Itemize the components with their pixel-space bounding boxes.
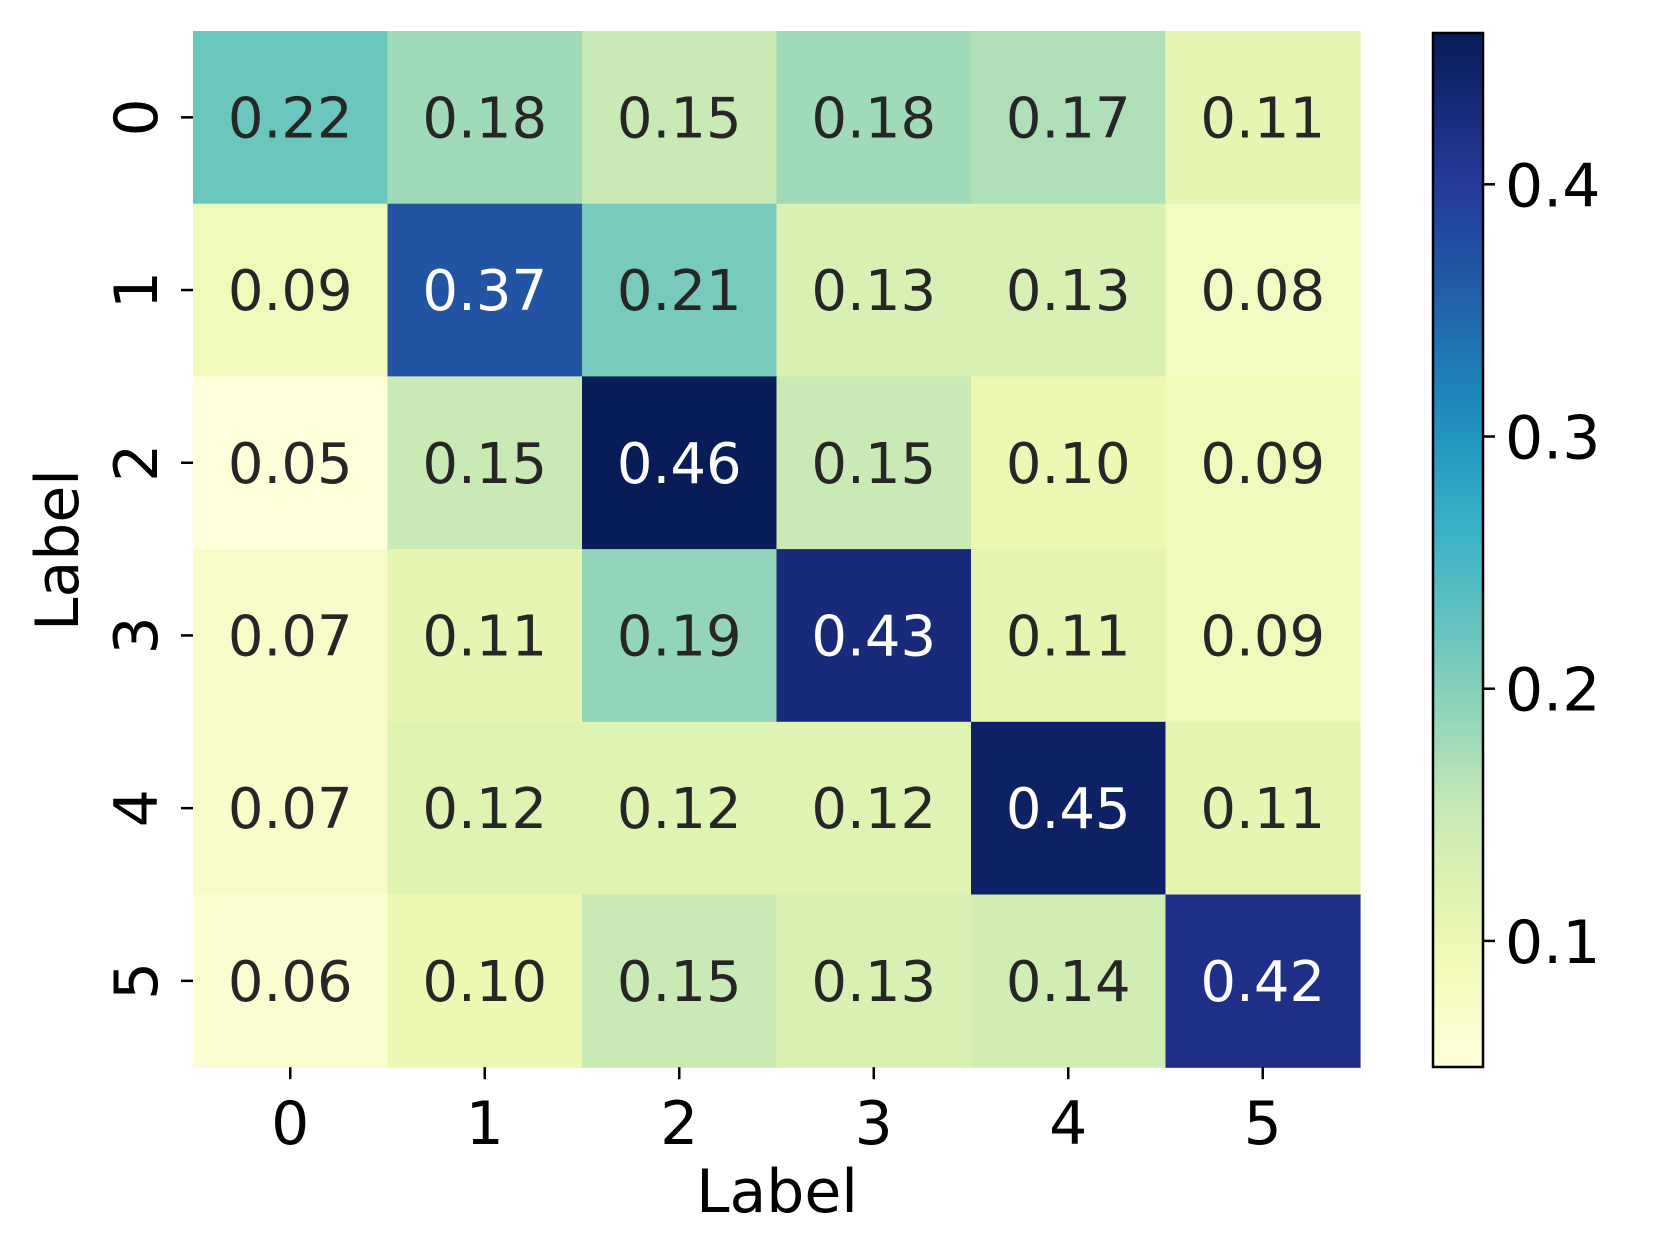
heatmap-cell-r3-c1 [387,549,583,723]
colorbar-scale [1431,31,1485,1069]
x-axis-ticks: 0 1 2 3 4 5 [271,1067,1282,1159]
heatmap-cell-label-r1-c1: 0.37 [422,259,547,324]
heatmap-cell-r3-c5 [1165,549,1361,723]
heatmap-cell-label-r3-c4: 0.11 [1006,604,1131,669]
heatmap-cell-label-r5-c4: 0.14 [1006,950,1131,1015]
heatmap-cell-label-r1-c3: 0.13 [811,259,936,324]
heatmap-cell-r2-c5 [1165,376,1361,550]
heatmap-cell-label-r0-c3: 0.18 [811,86,936,151]
heatmap-cell-r0-c3 [776,31,972,205]
heatmap-cell-label-r0-c1: 0.18 [422,86,547,151]
heatmap-cell-r2-c3 [776,376,972,550]
heatmap-cell-r5-c4 [971,894,1167,1068]
heatmap-cell-label-r0-c0: 0.22 [228,86,353,151]
heatmap-cell-r5-c3 [776,894,972,1068]
heatmap-cell-label-r2-c4: 0.10 [1006,432,1131,497]
heatmap-cell-label-r3-c5: 0.09 [1200,604,1325,669]
heatmap-cell-r4-c3 [776,721,972,896]
heatmap-cell-label-r2-c1: 0.15 [422,432,547,497]
heatmap-cells [193,31,1361,1068]
x-tick-label-4: 4 [1049,1089,1087,1159]
heatmap-cell-r3-c4 [971,549,1167,723]
colorbar-tick-label-1: 0.2 [1505,656,1600,726]
x-tick-label-2: 2 [660,1089,698,1159]
heatmap-cell-r5-c2 [582,894,778,1068]
heatmap-cell-label-r5-c3: 0.13 [811,950,936,1015]
heatmap-cell-r1-c3 [776,203,972,377]
colorbar: 0.1 0.2 0.3 0.4 [1431,31,1600,1069]
y-tick-label-1: 1 [102,271,172,309]
heatmap-cell-r3-c3 [776,549,972,723]
heatmap-cell-r4-c1 [387,721,583,896]
heatmap-cell-label-r3-c0: 0.07 [228,604,353,669]
x-tick-label-0: 0 [271,1089,309,1159]
heatmap-cell-r5-c5 [1165,894,1361,1068]
y-tick-label-3: 3 [102,616,172,654]
heatmap-cell-r3-c2 [582,549,778,723]
heatmap-cell-label-r4-c1: 0.12 [422,777,547,842]
heatmap-cell-r4-c0 [193,721,389,896]
heatmap-cell-label-r1-c5: 0.08 [1200,259,1325,324]
heatmap-cell-label-r2-c3: 0.15 [811,432,936,497]
y-axis-ticks: 0 1 2 3 4 5 [102,98,193,1000]
heatmap-cell-label-r5-c0: 0.06 [228,950,353,1015]
heatmap-cell-label-r1-c0: 0.09 [228,259,353,324]
heatmap-cell-label-r1-c4: 0.13 [1006,259,1131,324]
heatmap-cell-r1-c1 [387,203,583,377]
heatmap-cell-r3-c0 [193,549,389,723]
heatmap-cell-r2-c0 [193,376,389,550]
heatmap-cell-label-r1-c2: 0.21 [617,259,742,324]
colorbar-ticks: 0.1 0.2 0.3 0.4 [1483,151,1600,978]
heatmap-cell-label-r5-c2: 0.15 [617,950,742,1015]
heatmap-cell-r4-c4 [971,721,1167,896]
colorbar-tick-label-2: 0.3 [1505,404,1600,474]
heatmap-cell-label-r4-c4: 0.45 [1006,777,1131,842]
heatmap-cell-r1-c4 [971,203,1167,377]
heatmap-cell-r5-c1 [387,894,583,1068]
heatmap-cell-r0-c0 [193,31,389,205]
y-axis-label: Label [23,469,93,631]
heatmap-cell-r4-c2 [582,721,778,896]
x-tick-label-5: 5 [1244,1089,1282,1159]
heatmap-cell-label-r5-c5: 0.42 [1200,950,1325,1015]
heatmap-cell-label-r4-c0: 0.07 [228,777,353,842]
y-tick-label-2: 2 [102,444,172,482]
heatmap-cell-label-r0-c2: 0.15 [617,86,742,151]
heatmap-cell-label-r2-c0: 0.05 [228,432,353,497]
heatmap-cell-r1-c2 [582,203,778,377]
x-tick-label-3: 3 [855,1089,893,1159]
colorbar-tick-label-0: 0.1 [1505,908,1600,978]
y-tick-label-5: 5 [102,962,172,1000]
heatmap-cell-label-r5-c1: 0.10 [422,950,547,1015]
heatmap-cell-r5-c0 [193,894,389,1068]
heatmap-cell-label-r0-c4: 0.17 [1006,86,1131,151]
heatmap-cell-label-r3-c2: 0.19 [617,604,742,669]
y-tick-label-0: 0 [102,98,172,136]
heatmap-cell-label-r4-c3: 0.12 [811,777,936,842]
heatmap-cell-label-r4-c2: 0.12 [617,777,742,842]
heatmap-cell-r0-c5 [1165,31,1361,205]
heatmap-cell-labels: 0.22 0.18 0.15 0.18 0.17 0.11 0.09 0.37 0.21 0.13… [228,86,1325,1015]
heatmap-cell-r2-c2 [582,376,778,550]
heatmap-cell-r2-c1 [387,376,583,550]
heatmap-cell-label-r3-c1: 0.11 [422,604,547,669]
heatmap-cell-label-r0-c5: 0.11 [1200,86,1325,151]
heatmap-cell-r0-c2 [582,31,778,205]
heatmap-cell-r0-c4 [971,31,1167,205]
heatmap-cell-label-r2-c2: 0.46 [617,432,742,497]
heatmap-cell-r1-c5 [1165,203,1361,377]
heatmap-cell-r1-c0 [193,203,389,377]
y-tick-label-4: 4 [102,789,172,827]
x-axis-label: Label [696,1157,858,1227]
x-tick-label-1: 1 [466,1089,504,1159]
heatmap-cell-r2-c4 [971,376,1167,550]
heatmap-cell-label-r4-c5: 0.11 [1200,777,1325,842]
heatmap-cell-r0-c1 [387,31,583,205]
heatmap-cell-label-r3-c3: 0.43 [811,604,936,669]
colorbar-tick-label-3: 0.4 [1505,151,1600,221]
heatmap-cell-r4-c5 [1165,721,1361,896]
heatmap-cell-label-r2-c5: 0.09 [1200,432,1325,497]
